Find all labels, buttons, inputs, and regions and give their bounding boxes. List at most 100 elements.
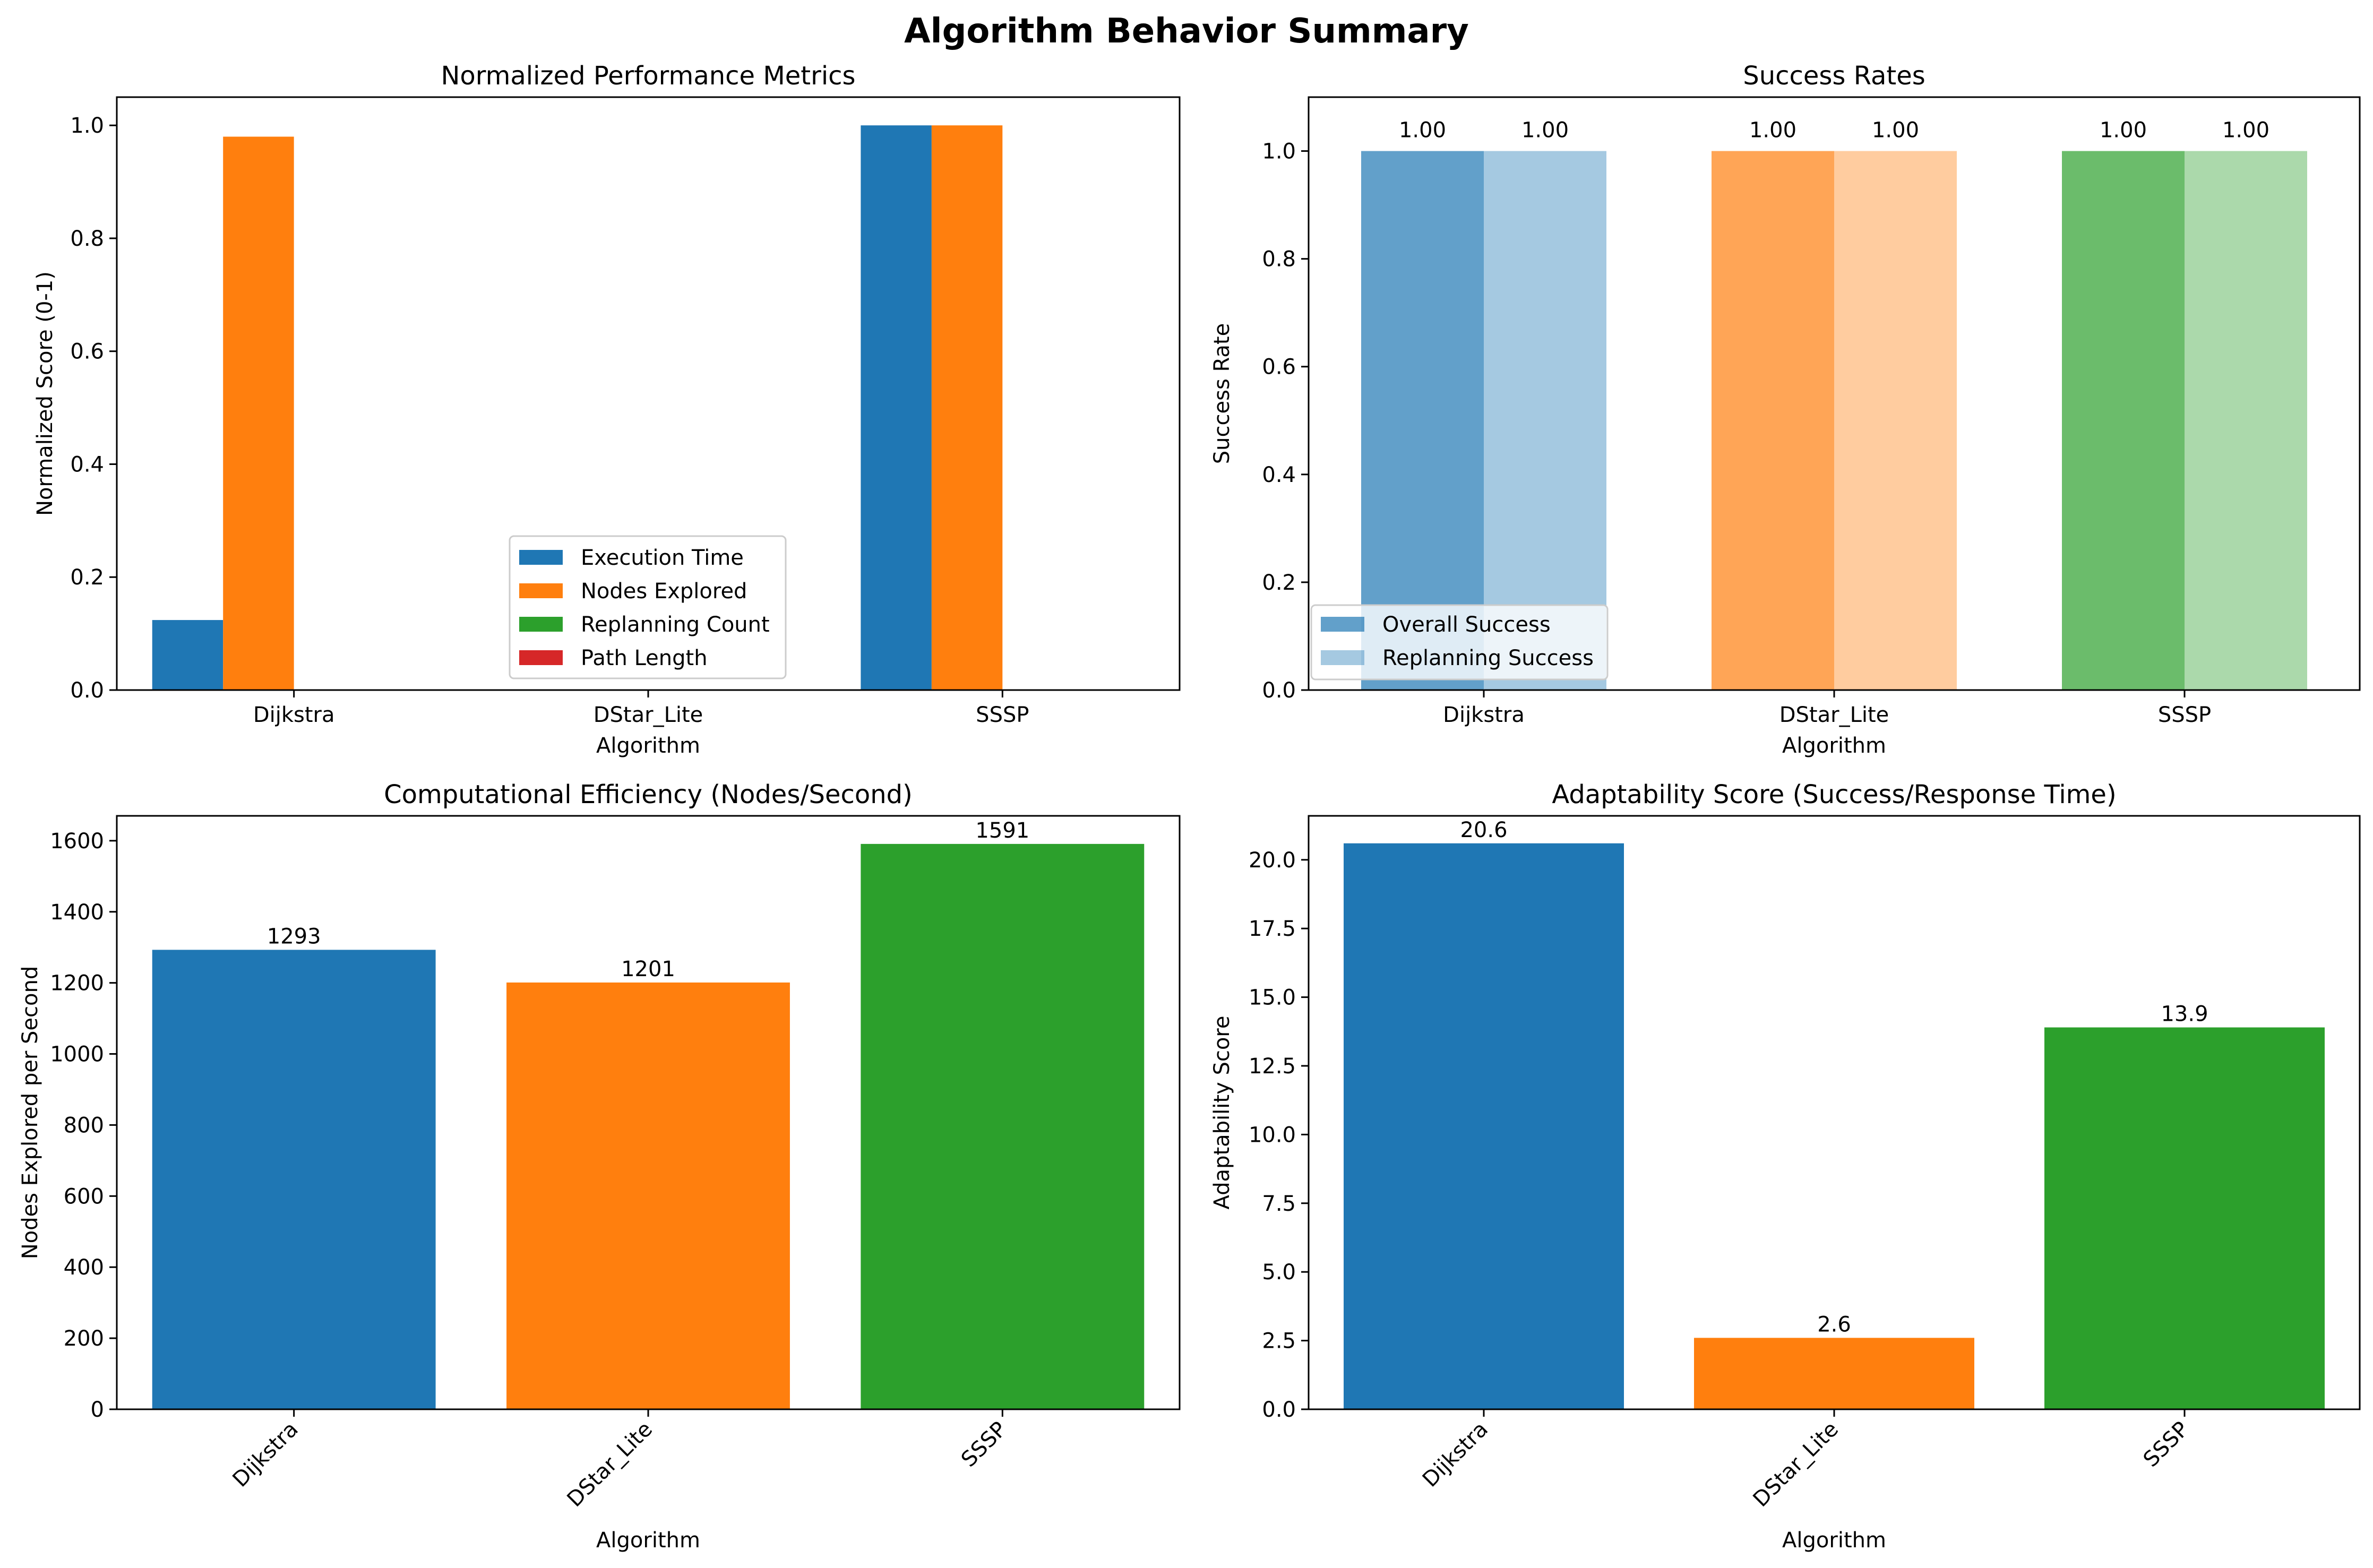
bar-overall-success <box>2062 151 2185 691</box>
charts-container: Normalized Performance Metrics 0.0 0.2 0.4 0… <box>18 61 2361 1553</box>
y-tick-label: 1600 <box>50 829 104 854</box>
bar-nodes-explored <box>223 136 294 690</box>
y-tick-label: 7.5 <box>1262 1192 1296 1216</box>
chart-panel-2: Success Rates 0.0 0.2 0.4 0.6 0.8 1.0 1.00 1.00 1… <box>1210 61 2361 758</box>
y-axis-label: Nodes Explored per Second <box>18 966 42 1260</box>
bar-value-label: 2.6 <box>1817 1312 1851 1337</box>
chart-panel-4: Adaptability Score (Success/Response Tim… <box>1210 780 2361 1553</box>
y-tick-label: 0.6 <box>70 340 104 364</box>
y-tick-label: 0.2 <box>1262 571 1296 595</box>
legend-swatch <box>1321 617 1364 632</box>
x-tick-label: SSSP <box>976 703 1029 727</box>
legend-label: Replanning Count <box>581 613 770 637</box>
x-axis-label: Algorithm <box>1782 734 1886 758</box>
figure-title: Algorithm Behavior Summary <box>904 12 1469 51</box>
bar-execution-time <box>152 620 223 690</box>
bar-replanning-success <box>1834 151 1957 691</box>
y-tick-label: 0.8 <box>70 227 104 251</box>
bar-nodes-explored <box>931 125 1003 691</box>
y-tick-label: 1000 <box>50 1043 104 1067</box>
y-axis-label: Success Rate <box>1210 323 1234 464</box>
y-tick-label: 10.0 <box>1249 1123 1296 1147</box>
bar-value-label: 20.6 <box>1460 818 1507 842</box>
bar-value-label: 1201 <box>621 957 675 981</box>
y-tick-label: 0.0 <box>70 678 104 703</box>
bar-value-label: 1.00 <box>1749 118 1796 143</box>
legend-swatch <box>519 583 563 598</box>
bar-value-label: 1.00 <box>1399 118 1446 143</box>
legend-label: Nodes Explored <box>581 579 747 604</box>
x-axis-label: Algorithm <box>1782 1528 1886 1553</box>
x-tick-label: SSSP <box>2158 703 2211 727</box>
bar-value-label: 1293 <box>267 924 321 949</box>
x-tick-label: Dijkstra <box>253 703 335 727</box>
y-tick-label: 800 <box>64 1113 104 1138</box>
x-tick-label: DStar_Lite <box>594 703 703 727</box>
bar-dstar_lite <box>506 982 790 1409</box>
y-tick-label: 400 <box>64 1255 104 1280</box>
bar-value-label: 1591 <box>975 819 1029 843</box>
y-axis-label: Normalized Score (0-1) <box>33 271 57 516</box>
y-tick-label: 0.4 <box>70 452 104 477</box>
chart-title: Success Rates <box>1743 61 1925 91</box>
legend-swatch <box>519 650 563 665</box>
bar-dijkstra <box>1344 843 1624 1409</box>
plot-frame <box>1308 96 2361 691</box>
legend-label: Execution Time <box>581 546 744 570</box>
bar-value-label: 1.00 <box>1872 118 1919 143</box>
x-tick-label: Dijkstra <box>1443 703 1525 727</box>
legend-swatch <box>519 550 563 565</box>
y-tick-label: 0.8 <box>1262 247 1296 272</box>
y-tick-label: 5.0 <box>1262 1260 1296 1285</box>
y-tick-label: 1.0 <box>70 114 104 138</box>
plot-frame <box>1308 815 2361 1410</box>
bar-dijkstra <box>152 950 436 1409</box>
y-tick-label: 0 <box>91 1398 104 1422</box>
bar-value-label: 1.00 <box>2100 118 2147 143</box>
legend-box <box>1310 604 1609 680</box>
y-tick-label: 17.5 <box>1249 917 1296 941</box>
chart-title: Adaptability Score (Success/Response Tim… <box>1552 780 2116 809</box>
y-tick-label: 600 <box>64 1184 104 1209</box>
y-axis-label: Adaptability Score <box>1210 1016 1234 1210</box>
y-tick-label: 0.0 <box>1262 678 1296 703</box>
chart-panel-1: Normalized Performance Metrics 0.0 0.2 0.4 0… <box>33 61 1181 758</box>
y-tick-label: 20.0 <box>1249 848 1296 873</box>
plot-frame <box>116 96 1181 691</box>
y-tick-label: 200 <box>64 1326 104 1351</box>
legend-box <box>509 535 787 679</box>
y-tick-label: 1400 <box>50 900 104 925</box>
chart-title: Normalized Performance Metrics <box>441 61 855 91</box>
bar-value-label: 13.9 <box>2161 1002 2208 1027</box>
bar-replanning-success <box>2185 151 2307 691</box>
bar-value-label: 1.00 <box>2222 118 2269 143</box>
y-tick-label: 15.0 <box>1249 986 1296 1010</box>
bar-overall-success <box>1712 151 1834 691</box>
y-tick-label: 0.6 <box>1262 355 1296 380</box>
x-axis-label: Algorithm <box>596 1528 700 1553</box>
legend-label: Replanning Success <box>1382 646 1594 670</box>
legend-label: Path Length <box>581 646 708 670</box>
y-tick-label: 1.0 <box>1262 140 1296 164</box>
x-axis-label: Algorithm <box>596 734 700 758</box>
legend-swatch <box>1321 650 1364 665</box>
bar-overall-success <box>1361 151 1484 691</box>
bar-replanning-success <box>1484 151 1606 691</box>
legend-label: Overall Success <box>1382 613 1551 637</box>
x-tick-label: DStar_Lite <box>1779 703 1889 727</box>
y-tick-label: 0.2 <box>70 565 104 590</box>
y-tick-label: 1200 <box>50 971 104 996</box>
chart-title: Computational Efficiency (Nodes/Second) <box>384 780 913 809</box>
y-tick-label: 12.5 <box>1249 1054 1296 1079</box>
bar-sssp <box>861 843 1145 1409</box>
bar-execution-time <box>861 125 932 691</box>
plot-frame <box>116 815 1181 1410</box>
y-tick-label: 0.0 <box>1262 1398 1296 1422</box>
bar-dstar_lite <box>1694 1338 1974 1409</box>
bar-value-label: 1.00 <box>1521 118 1569 143</box>
y-tick-label: 0.4 <box>1262 463 1296 487</box>
y-tick-label: 2.5 <box>1262 1329 1296 1354</box>
legend-swatch <box>519 617 563 632</box>
bar-sssp <box>2044 1027 2325 1409</box>
